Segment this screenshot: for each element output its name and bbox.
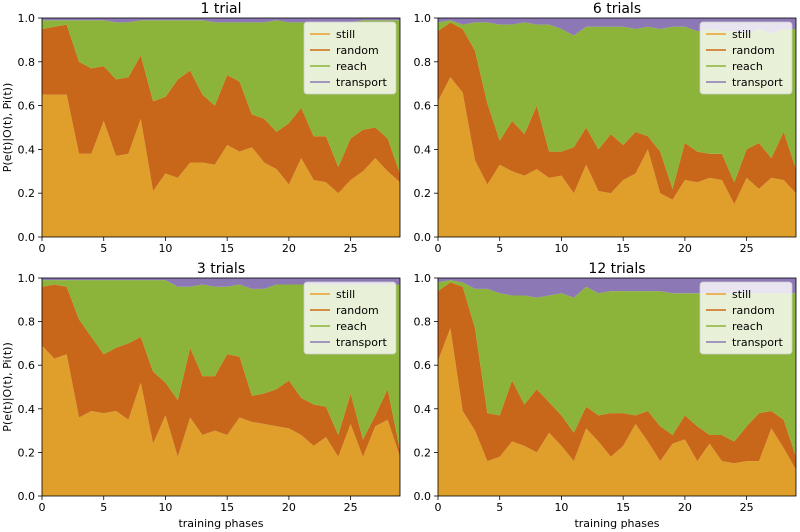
y-tick-label: 0.6 bbox=[414, 100, 432, 113]
legend: still random reach transport bbox=[303, 281, 397, 355]
x-tick-label: 15 bbox=[616, 501, 630, 514]
y-tick-label: 0.6 bbox=[414, 359, 432, 372]
subplot-4: 0 5 10 15 20 25 0.0 0.2 0.4 0.6 0.8 1.0 12 trials tra… bbox=[414, 261, 797, 530]
subplot-title: 6 trials bbox=[593, 1, 641, 17]
y-tick-label: 0.6 bbox=[18, 100, 36, 113]
y-tick-label: 0.2 bbox=[414, 446, 432, 459]
subplot-title: 3 trials bbox=[197, 261, 245, 277]
area-random bbox=[438, 22, 796, 205]
x-tick-label: 20 bbox=[678, 501, 692, 514]
subplot-title: 12 trials bbox=[588, 261, 645, 277]
x-tick-label: 20 bbox=[678, 242, 692, 255]
y-tick-label: 0.2 bbox=[414, 187, 432, 200]
y-tick-label: 0.2 bbox=[18, 446, 36, 459]
legend-label-transport: transport bbox=[732, 76, 784, 89]
legend-label-transport: transport bbox=[732, 336, 784, 349]
area-still bbox=[42, 345, 400, 496]
legend-box bbox=[699, 21, 793, 95]
y-tick-label: 1.0 bbox=[414, 272, 432, 285]
y-tick-label: 0.4 bbox=[18, 403, 36, 416]
x-tick-label: 25 bbox=[740, 242, 754, 255]
y-tick-label: 0.8 bbox=[18, 316, 36, 329]
legend-label-still: still bbox=[336, 28, 355, 41]
legend-label-transport: transport bbox=[336, 76, 388, 89]
axes-frame bbox=[41, 17, 401, 238]
x-tick-label: 10 bbox=[158, 501, 172, 514]
subplot-1: 0 5 10 15 20 25 0.0 0.2 0.4 0.6 0.8 1.0 1 trial P(e(t… bbox=[1, 1, 401, 255]
legend-label-reach: reach bbox=[336, 320, 367, 333]
area-still bbox=[438, 328, 796, 496]
y-tick-label: 0.2 bbox=[18, 187, 36, 200]
x-tick-label: 10 bbox=[158, 242, 172, 255]
legend-label-random: random bbox=[732, 44, 775, 57]
y-tick-label: 0.4 bbox=[414, 143, 432, 156]
y-tick-label: 0.8 bbox=[18, 56, 36, 69]
legend-label-random: random bbox=[336, 44, 379, 57]
legend-box bbox=[303, 281, 397, 355]
axes-frame bbox=[437, 277, 797, 497]
y-tick-label: 0.0 bbox=[414, 231, 432, 244]
legend-box bbox=[699, 281, 793, 355]
x-axis-label: training phases bbox=[178, 517, 263, 530]
y-tick-label: 0.0 bbox=[18, 231, 36, 244]
y-tick-label: 0.4 bbox=[414, 403, 432, 416]
x-axis-label: training phases bbox=[574, 517, 659, 530]
legend-label-random: random bbox=[732, 304, 775, 317]
y-tick-label: 0.0 bbox=[414, 490, 432, 503]
axes-frame bbox=[437, 17, 797, 238]
x-tick-label: 25 bbox=[740, 501, 754, 514]
y-tick-label: 0.0 bbox=[18, 490, 36, 503]
legend-label-reach: reach bbox=[336, 60, 367, 73]
x-tick-label: 5 bbox=[100, 501, 107, 514]
x-tick-label: 25 bbox=[344, 501, 358, 514]
y-tick-label: 1.0 bbox=[18, 12, 36, 25]
x-tick-label: 5 bbox=[496, 501, 503, 514]
x-tick-label: 20 bbox=[282, 242, 296, 255]
area-still bbox=[42, 94, 400, 238]
x-tick-label: 10 bbox=[554, 501, 568, 514]
x-tick-label: 0 bbox=[39, 242, 46, 255]
legend-label-still: still bbox=[732, 288, 751, 301]
y-tick-label: 0.4 bbox=[18, 143, 36, 156]
x-tick-label: 5 bbox=[100, 242, 107, 255]
x-tick-label: 5 bbox=[496, 242, 503, 255]
subplot-title: 1 trial bbox=[201, 1, 242, 17]
area-random bbox=[438, 282, 796, 470]
x-tick-label: 15 bbox=[616, 242, 630, 255]
legend-label-still: still bbox=[336, 288, 355, 301]
y-tick-label: 0.8 bbox=[414, 56, 432, 69]
legend-label-transport: transport bbox=[336, 336, 388, 349]
y-tick-label: 1.0 bbox=[18, 272, 36, 285]
legend: still random reach transport bbox=[303, 21, 397, 95]
area-random bbox=[42, 24, 400, 194]
legend-label-reach: reach bbox=[732, 60, 763, 73]
legend-label-random: random bbox=[336, 304, 379, 317]
x-tick-label: 20 bbox=[282, 501, 296, 514]
legend: still random reach transport bbox=[699, 21, 793, 95]
area-still bbox=[438, 77, 796, 237]
y-tick-label: 1.0 bbox=[414, 12, 432, 25]
legend: still random reach transport bbox=[699, 281, 793, 355]
y-tick-label: 0.6 bbox=[18, 359, 36, 372]
y-axis-label: P(e(t)|O(t), Pi(t)) bbox=[1, 83, 14, 172]
x-tick-label: 10 bbox=[554, 242, 568, 255]
area-random bbox=[42, 284, 400, 457]
x-tick-label: 0 bbox=[435, 242, 442, 255]
subplot-3: 0 5 10 15 20 25 0.0 0.2 0.4 0.6 0.8 1.0 3 trials trai… bbox=[1, 261, 401, 530]
legend-box bbox=[303, 21, 397, 95]
x-tick-label: 0 bbox=[435, 501, 442, 514]
x-tick-label: 25 bbox=[344, 242, 358, 255]
axes-frame bbox=[41, 277, 401, 497]
legend-label-reach: reach bbox=[732, 320, 763, 333]
x-tick-label: 15 bbox=[220, 242, 234, 255]
x-tick-label: 15 bbox=[220, 501, 234, 514]
area-transport bbox=[42, 278, 400, 289]
x-tick-label: 0 bbox=[39, 501, 46, 514]
subplot-2: 0 5 10 15 20 25 0.0 0.2 0.4 0.6 0.8 1.0 6 trials stil… bbox=[414, 1, 797, 255]
y-tick-label: 0.8 bbox=[414, 316, 432, 329]
legend-label-still: still bbox=[732, 28, 751, 41]
y-axis-label: P(e(t)|O(t), Pi(t)) bbox=[1, 342, 14, 431]
area-transport bbox=[42, 18, 400, 23]
